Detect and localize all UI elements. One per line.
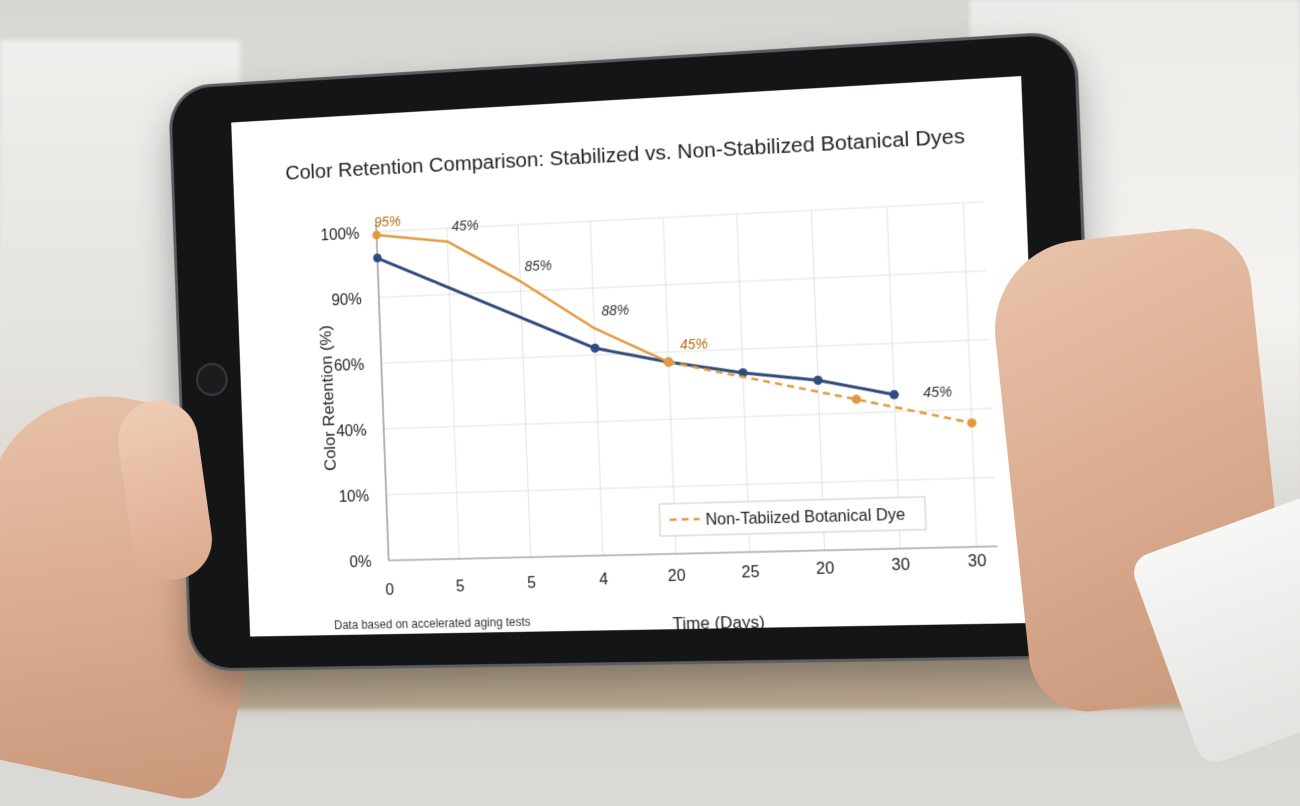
grid-line-vertical [590,221,603,555]
x-tick-label: 0 [385,582,394,599]
home-button[interactable] [196,362,229,396]
x-axis-ticks: 0 5 5 4 20 25 20 30 30 [385,553,988,599]
grid-line-vertical [447,228,459,558]
y-tick-label: 100% [320,226,359,245]
chart-title: Color Retention Comparison: Stabilized v… [285,125,965,185]
legend-swatch [670,519,700,520]
chart-footnote: Data based on accelerated aging tests [334,615,531,632]
grid-line-vertical [963,203,976,547]
x-tick-label: 5 [456,578,465,595]
grid-line-vertical [518,225,531,557]
data-label: 45% [923,383,953,400]
tablet-screen: Color Retention Comparison: Stabilized v… [231,76,1042,636]
x-tick-label: 20 [668,568,687,586]
x-tick-label: 20 [816,560,835,578]
data-label: 45% [680,335,709,352]
chart-legend: Non-Tabiized Botanical Dye [659,497,926,536]
data-point [813,376,823,385]
x-tick-label: 25 [741,564,760,582]
data-point [590,344,599,353]
x-tick-label: 4 [599,571,609,588]
y-axis-line [376,222,389,560]
data-point [889,390,899,400]
data-label: 85% [524,257,552,274]
x-tick-label: 30 [968,553,987,571]
data-label: 88% [601,302,629,319]
y-axis-title: Color Retention (%) [316,325,339,471]
data-point [373,253,382,262]
data-label: 95% [374,213,401,230]
data-point [967,418,977,428]
x-tick-label: 30 [891,556,910,574]
data-label: 45% [451,217,479,234]
y-tick-label: 0% [349,554,372,571]
series-layer [372,201,977,446]
y-tick-label: 40% [336,423,367,441]
y-tick-label: 90% [331,291,362,309]
x-tick-label: 5 [527,575,536,592]
y-tick-label: 60% [334,357,365,375]
series-line-stabilized [377,234,894,413]
x-axis-title: Time (Days) [672,612,765,633]
data-point [664,357,673,366]
grid-line-horizontal [379,271,987,298]
tablet-device: Color Retention Comparison: Stabilized v… [171,34,1098,669]
y-tick-label: 10% [339,488,370,506]
grid-line-horizontal [384,408,992,428]
retention-line-chart: Color Retention Comparison: Stabilized v… [231,76,1042,636]
grid-line-horizontal [386,477,995,494]
data-point [852,395,862,404]
